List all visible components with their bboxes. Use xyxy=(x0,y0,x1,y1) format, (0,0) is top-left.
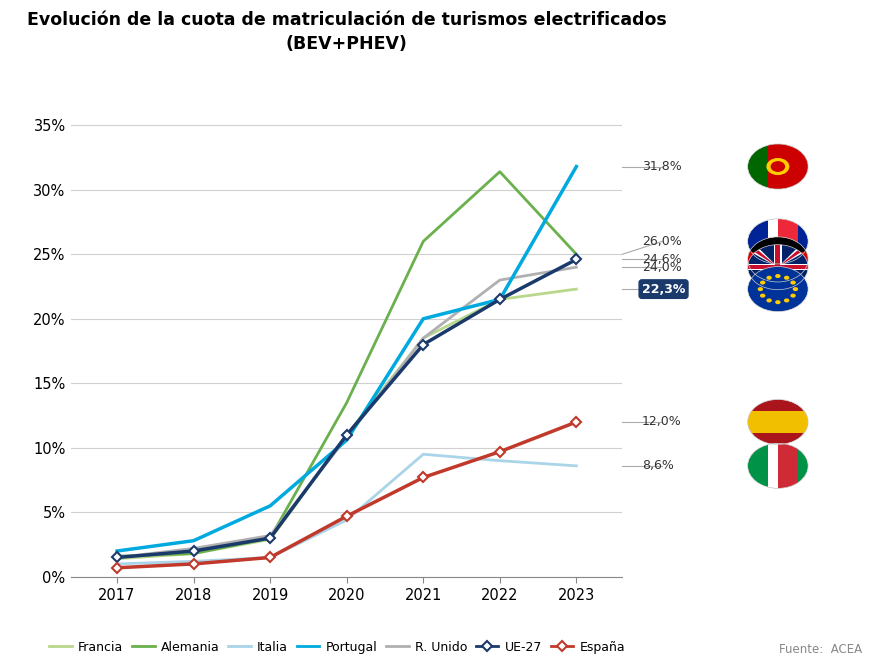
UE-27 xyxy=(418,341,428,349)
Alemania xyxy=(571,251,581,259)
Alemania xyxy=(494,168,505,176)
Francia xyxy=(341,431,352,439)
Line: Alemania: Alemania xyxy=(117,172,576,556)
Text: 22,3%: 22,3% xyxy=(642,282,685,296)
R. Unido xyxy=(265,532,276,540)
Legend: Francia, Alemania, Italia, Portugal, R. Unido, UE-27, España: Francia, Alemania, Italia, Portugal, R. … xyxy=(44,636,630,658)
Alemania xyxy=(265,534,276,542)
Line: Italia: Italia xyxy=(117,454,576,564)
Italia xyxy=(265,554,276,562)
Francia xyxy=(265,536,276,544)
Line: España: España xyxy=(114,418,580,572)
R. Unido xyxy=(418,334,428,342)
Portugal xyxy=(341,436,352,444)
Text: Evolución de la cuota de matriculación de turismos electrificados
(BEV+PHEV): Evolución de la cuota de matriculación d… xyxy=(27,11,667,53)
Text: Fuente:  ACEA: Fuente: ACEA xyxy=(779,643,862,656)
UE-27 xyxy=(571,255,581,263)
Portugal xyxy=(418,315,428,323)
Italia xyxy=(188,558,199,566)
R. Unido xyxy=(571,263,581,271)
Line: UE-27: UE-27 xyxy=(114,256,580,561)
España xyxy=(341,512,352,520)
Italia xyxy=(571,462,581,470)
Portugal xyxy=(188,537,199,545)
Francia xyxy=(188,550,199,558)
Alemania xyxy=(188,550,199,558)
Francia xyxy=(494,296,505,304)
Italia xyxy=(494,457,505,465)
UE-27 xyxy=(112,554,123,562)
Francia xyxy=(112,555,123,563)
UE-27 xyxy=(341,431,352,439)
Text: 8,6%: 8,6% xyxy=(642,459,674,472)
Portugal xyxy=(494,296,505,304)
España xyxy=(265,554,276,562)
Alemania xyxy=(112,552,123,560)
España xyxy=(418,473,428,481)
Text: 26,0%: 26,0% xyxy=(642,235,682,248)
Line: Portugal: Portugal xyxy=(117,166,576,551)
España xyxy=(494,448,505,455)
R. Unido xyxy=(188,544,199,552)
España xyxy=(571,418,581,426)
Italia xyxy=(341,516,352,524)
Text: 24,0%: 24,0% xyxy=(642,261,682,274)
Text: 31,8%: 31,8% xyxy=(642,160,682,173)
R. Unido xyxy=(494,276,505,284)
Line: R. Unido: R. Unido xyxy=(117,267,576,558)
Portugal xyxy=(571,162,581,170)
Alemania xyxy=(341,398,352,406)
Francia xyxy=(418,334,428,342)
R. Unido xyxy=(112,554,123,562)
Text: 24,6%: 24,6% xyxy=(642,253,682,266)
Francia xyxy=(571,285,581,293)
UE-27 xyxy=(265,534,276,542)
Line: Francia: Francia xyxy=(117,289,576,559)
España xyxy=(188,560,199,568)
UE-27 xyxy=(188,547,199,555)
Italia xyxy=(418,450,428,458)
Portugal xyxy=(265,502,276,510)
Portugal xyxy=(112,547,123,555)
Italia xyxy=(112,560,123,568)
UE-27 xyxy=(494,296,505,304)
Alemania xyxy=(418,237,428,245)
España xyxy=(112,564,123,572)
Text: 12,0%: 12,0% xyxy=(642,416,682,428)
R. Unido xyxy=(341,434,352,442)
